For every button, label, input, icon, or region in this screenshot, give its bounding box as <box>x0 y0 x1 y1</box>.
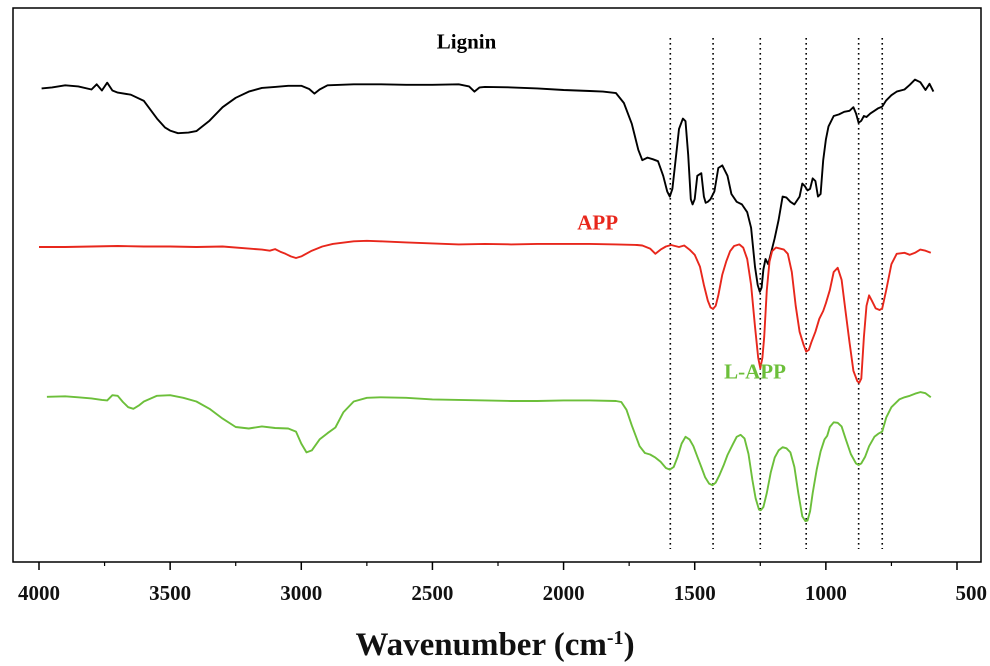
x-axis-title-close: ) <box>624 627 635 663</box>
series-label-l-app: L-APP <box>724 360 786 384</box>
series-group <box>39 78 935 523</box>
x-tick-label-2500: 2500 <box>411 581 453 605</box>
x-axis-title-main: Wavenumber (cm <box>355 627 606 663</box>
x-axis-title: Wavenumber (cm-1) <box>355 627 634 663</box>
x-tick-label-2000: 2000 <box>543 581 585 605</box>
x-tick-label-500: 500 <box>956 581 988 605</box>
x-tick-label-1000: 1000 <box>805 581 847 605</box>
x-axis-title-superscript: -1 <box>607 627 624 649</box>
series-line-l-app <box>46 391 932 523</box>
x-tick-label-4000: 4000 <box>18 581 60 605</box>
series-label-app: APP <box>577 210 618 234</box>
series-line-lignin <box>41 78 935 293</box>
x-tick-label-3500: 3500 <box>149 581 191 605</box>
reference-lines <box>669 38 884 549</box>
x-tick-label-3000: 3000 <box>280 581 322 605</box>
series-line-app <box>39 239 932 384</box>
series-label-lignin: Lignin <box>437 29 497 53</box>
x-axis-ticks: 4000 3500 3000 2500 2000 1500 1000 500 <box>18 562 987 605</box>
x-tick-label-1500: 1500 <box>674 581 716 605</box>
series-labels: Lignin APP L-APP <box>437 29 786 383</box>
plot-frame <box>12 7 982 563</box>
